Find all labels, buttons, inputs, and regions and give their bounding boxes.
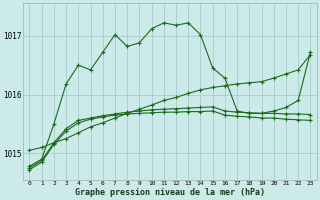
X-axis label: Graphe pression niveau de la mer (hPa): Graphe pression niveau de la mer (hPa) — [75, 188, 265, 197]
